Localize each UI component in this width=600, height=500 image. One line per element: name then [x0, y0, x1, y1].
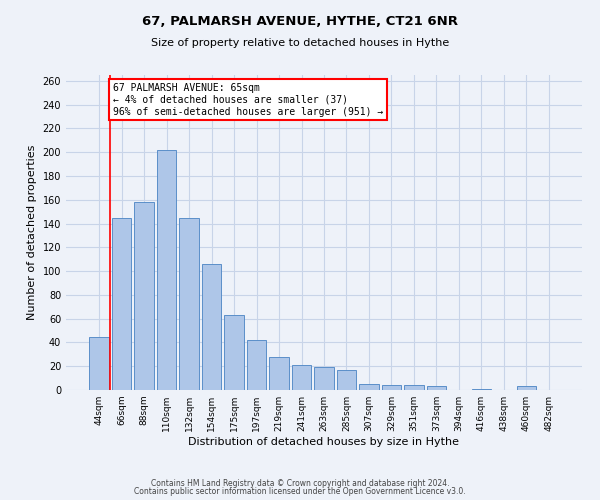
Bar [337, 370, 356, 390]
Bar [382, 385, 401, 390]
Bar [314, 368, 334, 390]
Text: Contains HM Land Registry data © Crown copyright and database right 2024.: Contains HM Land Registry data © Crown c… [151, 478, 449, 488]
Bar [134, 202, 154, 390]
Text: 67, PALMARSH AVENUE, HYTHE, CT21 6NR: 67, PALMARSH AVENUE, HYTHE, CT21 6NR [142, 15, 458, 28]
Bar [292, 365, 311, 390]
Bar [269, 356, 289, 390]
Bar [359, 384, 379, 390]
Bar [202, 264, 221, 390]
Text: 67 PALMARSH AVENUE: 65sqm
← 4% of detached houses are smaller (37)
96% of semi-d: 67 PALMARSH AVENUE: 65sqm ← 4% of detach… [113, 84, 383, 116]
Text: Contains public sector information licensed under the Open Government Licence v3: Contains public sector information licen… [134, 487, 466, 496]
Bar [472, 389, 491, 390]
Bar [404, 385, 424, 390]
Bar [157, 150, 176, 390]
X-axis label: Distribution of detached houses by size in Hythe: Distribution of detached houses by size … [188, 437, 460, 447]
Bar [224, 315, 244, 390]
Y-axis label: Number of detached properties: Number of detached properties [27, 145, 37, 320]
Bar [427, 386, 446, 390]
Text: Size of property relative to detached houses in Hythe: Size of property relative to detached ho… [151, 38, 449, 48]
Bar [112, 218, 131, 390]
Bar [179, 218, 199, 390]
Bar [247, 340, 266, 390]
Bar [517, 386, 536, 390]
Bar [89, 336, 109, 390]
